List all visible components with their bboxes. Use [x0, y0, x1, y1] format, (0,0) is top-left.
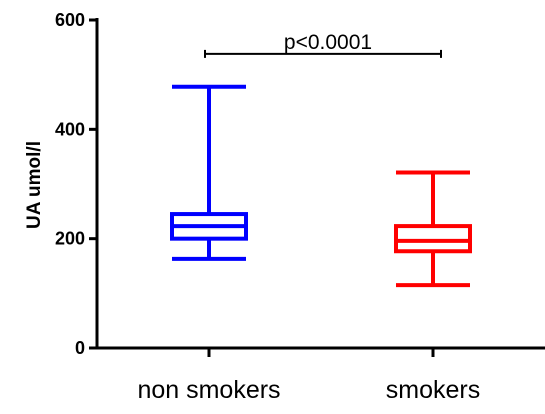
y-axis-label: UA umol/l: [24, 141, 45, 229]
y-tick-label: 0: [75, 338, 85, 358]
y-tick-label: 200: [55, 229, 85, 249]
x-tick-label: non smokers: [137, 376, 280, 404]
y-tick-label: 600: [55, 10, 85, 30]
box-smokers: [394, 170, 472, 288]
x-tick-label: smokers: [386, 376, 480, 404]
boxes: [170, 84, 472, 288]
annotations: p<0.0001: [204, 31, 442, 58]
box-non-smokers: [170, 84, 248, 261]
y-tick-label: 400: [55, 119, 85, 139]
iqr-box: [394, 224, 472, 254]
p-value-label: p<0.0001: [284, 31, 372, 54]
axes: 0 200 400 600 non smokers smokers: [55, 10, 545, 404]
